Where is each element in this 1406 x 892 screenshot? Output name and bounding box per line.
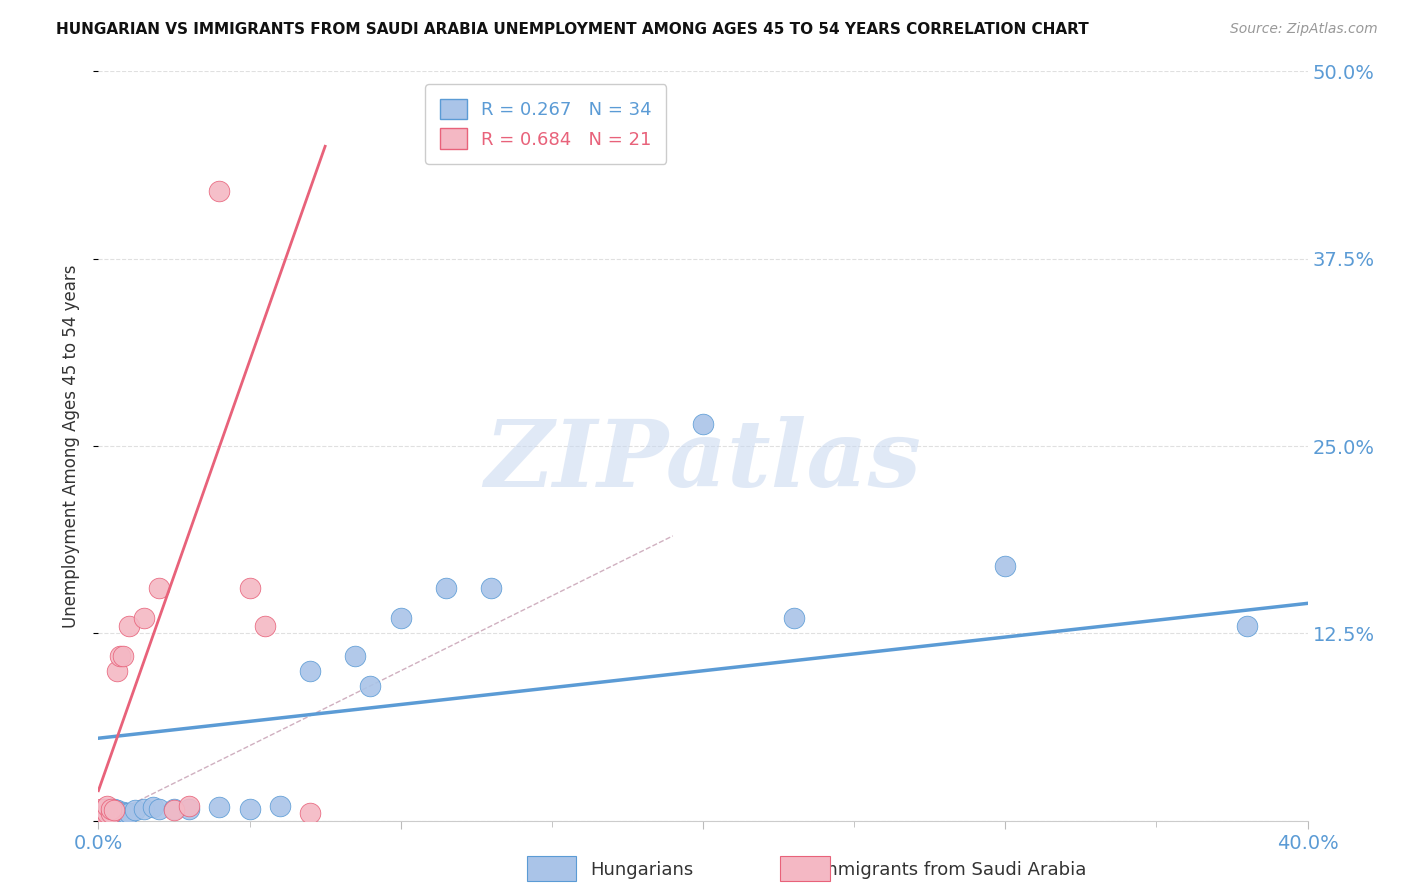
Point [96,798,118,813]
Point [132,802,155,816]
Point [103,803,125,817]
Point [100,802,122,816]
Point [269,798,291,813]
Point [253,619,276,633]
Point [344,648,367,663]
Point [93,806,115,821]
Point [148,582,170,596]
Point [783,611,806,625]
Text: Immigrants from Saudi Arabia: Immigrants from Saudi Arabia [815,861,1087,879]
Point [114,806,136,821]
Point [96,806,118,821]
Point [132,611,155,625]
Text: Source: ZipAtlas.com: Source: ZipAtlas.com [1230,22,1378,37]
Point [163,803,186,817]
Point [100,802,122,816]
Point [434,582,457,596]
Point [96,806,118,821]
Point [299,806,322,821]
Point [108,648,131,663]
Point [179,798,201,813]
Point [142,800,165,814]
Point [111,805,134,819]
Point [105,806,128,821]
Point [239,582,262,596]
Text: Hungarians: Hungarians [591,861,693,879]
Point [118,619,141,633]
Point [100,806,122,821]
Point [105,803,128,817]
Point [994,558,1017,573]
Point [208,184,231,198]
Point [360,679,382,693]
Point [103,806,125,821]
Point [179,802,201,816]
Point [111,648,134,663]
Point [90,802,112,816]
Point [124,803,146,817]
Point [299,664,322,678]
Point [1236,619,1258,633]
Text: ZIPatlas: ZIPatlas [485,416,921,506]
Point [481,582,503,596]
Point [103,802,125,816]
Point [93,806,115,821]
Y-axis label: Unemployment Among Ages 45 to 54 years: Unemployment Among Ages 45 to 54 years [62,264,80,628]
Point [239,802,262,816]
Point [105,664,128,678]
Legend: R = 0.267   N = 34, R = 0.684   N = 21: R = 0.267 N = 34, R = 0.684 N = 21 [425,84,666,164]
Point [96,802,118,816]
Point [208,800,231,814]
Point [93,802,115,816]
Point [108,805,131,819]
Point [163,802,186,816]
Point [692,417,714,431]
Point [100,806,122,821]
Text: HUNGARIAN VS IMMIGRANTS FROM SAUDI ARABIA UNEMPLOYMENT AMONG AGES 45 TO 54 YEARS: HUNGARIAN VS IMMIGRANTS FROM SAUDI ARABI… [56,22,1090,37]
Point [118,806,141,821]
Point [148,802,170,816]
Point [93,802,115,816]
Point [389,611,412,625]
Point [90,806,112,821]
Point [90,806,112,821]
